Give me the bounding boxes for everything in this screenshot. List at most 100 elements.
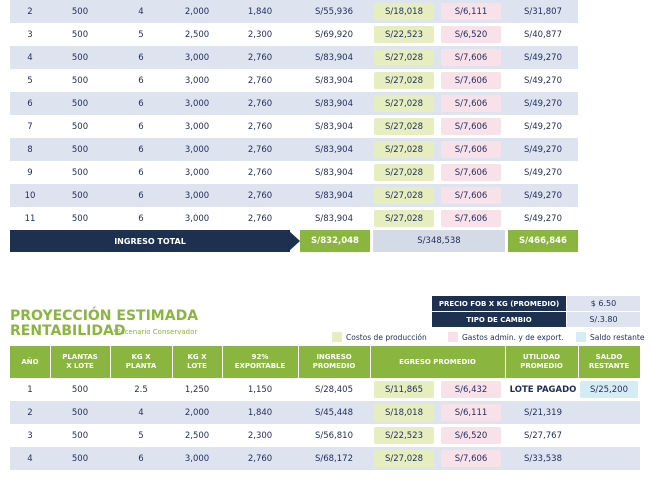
header-text: EXPORTABLE: [234, 362, 286, 370]
cell: 2,500: [184, 430, 210, 441]
cell: 6: [138, 52, 144, 63]
cell: 4: [138, 6, 144, 17]
cell: S/7,606: [441, 450, 501, 467]
header-text: EGRESO PROMEDIO: [399, 357, 476, 366]
cell: S/18,018: [374, 404, 434, 421]
cell: 3,000: [184, 167, 210, 178]
legend-swatch: [332, 332, 342, 342]
header-text: KG X: [131, 353, 151, 361]
cell: S/49,270: [523, 167, 562, 178]
row-bg: [10, 207, 578, 230]
cell: S/11,865: [374, 381, 434, 398]
cell: S/7,606: [441, 141, 501, 158]
cell: S/27,028: [374, 450, 434, 467]
legend-label: Costos de producción: [346, 332, 427, 342]
info-value: S/.3.80: [567, 312, 640, 327]
legend-label: Gastos admin. y de export.: [462, 332, 564, 342]
header-divider: [298, 346, 299, 378]
cell: 5: [27, 75, 33, 86]
header-text: KG X: [187, 353, 207, 361]
cell: 3,000: [184, 98, 210, 109]
cell: 4: [27, 52, 33, 63]
cell: 6: [138, 144, 144, 155]
cell: 6: [138, 213, 144, 224]
cell: S/33,538: [523, 453, 562, 464]
cell: 3,000: [184, 52, 210, 63]
cell: S/49,270: [523, 144, 562, 155]
cell: S/83,904: [314, 213, 353, 224]
cell: 2,300: [247, 430, 273, 441]
cell: 500: [71, 75, 89, 86]
cell: S/6,111: [441, 3, 501, 20]
cell: S/49,270: [523, 52, 562, 63]
cell: LOTE PAGADO: [509, 384, 577, 395]
row-bg: [10, 470, 640, 480]
header-divider: [50, 346, 51, 378]
cell: S/49,270: [523, 213, 562, 224]
cell: S/83,904: [314, 75, 353, 86]
header-text: PLANTAS: [62, 353, 98, 361]
cell: S/56,810: [314, 430, 353, 441]
header-text: 92%: [251, 353, 269, 361]
cell: S/49,270: [523, 190, 562, 201]
cell: S/6,520: [441, 427, 501, 444]
cell: 500: [71, 6, 89, 17]
cell: 500: [71, 121, 89, 132]
cell: S/55,936: [314, 6, 353, 17]
cell: 7: [27, 121, 33, 132]
row-bg: [10, 115, 578, 138]
cell: 3,000: [184, 190, 210, 201]
header-text: PROMEDIO: [520, 362, 563, 370]
header-text: INGRESO: [316, 353, 352, 361]
cell: 4: [27, 453, 33, 464]
cell: S/7,606: [441, 72, 501, 89]
row-bg: [10, 161, 578, 184]
cell: S/22,523: [374, 427, 434, 444]
header-divider: [222, 346, 223, 378]
cell: 4: [138, 407, 144, 418]
cell: 2,760: [247, 52, 273, 63]
cell: S/27,028: [374, 187, 434, 204]
cell: 2,760: [247, 121, 273, 132]
cell: S/27,767: [523, 430, 562, 441]
cell: S/83,904: [314, 190, 353, 201]
cell: S/68,172: [314, 453, 353, 464]
cell: 3,000: [184, 213, 210, 224]
cell: 6: [27, 98, 33, 109]
cell: 500: [71, 98, 89, 109]
header-divider: [505, 346, 506, 378]
cell: 6: [138, 167, 144, 178]
cell: 9: [27, 167, 33, 178]
cell: 500: [71, 213, 89, 224]
cell: S/27,028: [374, 72, 434, 89]
cell: S/27,028: [374, 95, 434, 112]
cell: 3,000: [184, 144, 210, 155]
cell: 500: [71, 29, 89, 40]
cell: 3: [27, 430, 33, 441]
header-bg: [10, 346, 640, 378]
cell: S/45,448: [314, 407, 353, 418]
row-bg: [10, 92, 578, 115]
cell: 1,250: [184, 384, 210, 395]
cell: S/83,904: [314, 121, 353, 132]
cell: 2,760: [247, 190, 273, 201]
info-label: TIPO DE CAMBIO: [432, 312, 566, 327]
cell: 3: [27, 29, 33, 40]
cell: 2: [27, 6, 33, 17]
total-label: INGRESO TOTAL: [10, 230, 290, 252]
cell: 6: [138, 453, 144, 464]
cell: 500: [71, 52, 89, 63]
cell: S/49,270: [523, 75, 562, 86]
info-label: PRECIO FOB X KG (PROMEDIO): [432, 296, 566, 311]
cell: S/69,920: [314, 29, 353, 40]
row-bg: [10, 184, 578, 207]
cell: 2,300: [247, 29, 273, 40]
cell: S/7,606: [441, 49, 501, 66]
row-bg: [10, 23, 578, 46]
cell: 1: [27, 384, 33, 395]
cell: S/40,877: [523, 29, 562, 40]
header-divider: [110, 346, 111, 378]
row-bg: [10, 46, 578, 69]
legend-swatch: [576, 332, 586, 342]
